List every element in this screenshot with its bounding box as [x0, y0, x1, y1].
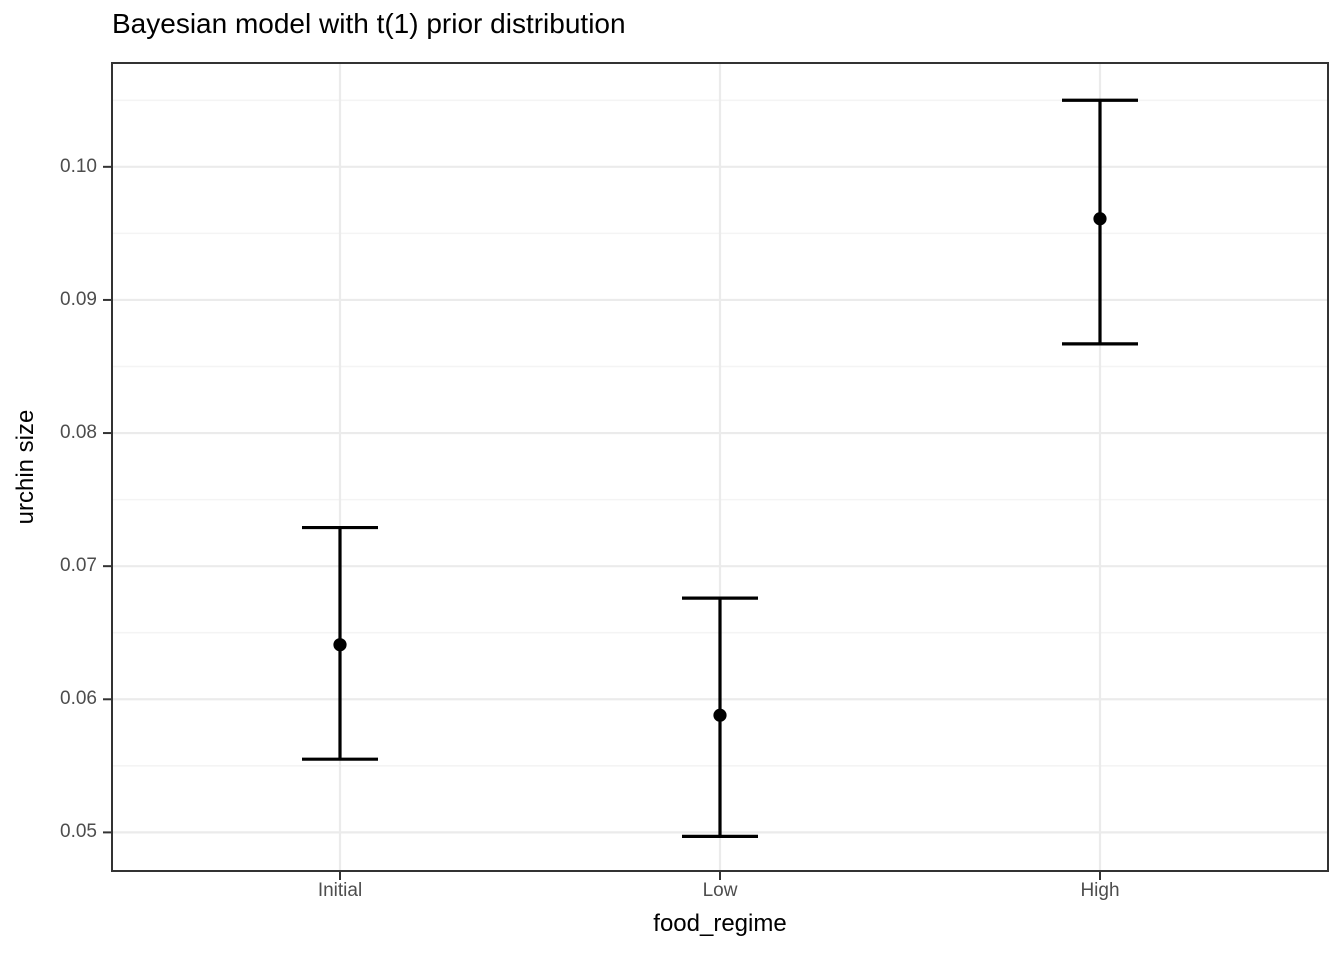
point-low	[713, 708, 727, 722]
x-tick-label: High	[1080, 880, 1120, 901]
plot-title: Bayesian model with t(1) prior distribut…	[112, 8, 626, 39]
y-tick-label: 0.06	[60, 688, 97, 710]
y-axis-title: urchin size	[12, 409, 39, 525]
y-tick-label: 0.10	[60, 155, 97, 177]
x-axis-title: food_regime	[653, 910, 787, 937]
y-tick-label: 0.08	[60, 422, 97, 444]
y-tick-label: 0.05	[60, 821, 97, 843]
point-high	[1093, 212, 1107, 226]
y-tick-label: 0.07	[60, 555, 97, 577]
y-tick-label: 0.09	[60, 288, 97, 310]
point-initial	[333, 638, 347, 652]
x-tick-label: Initial	[317, 880, 363, 901]
x-tick-label: Low	[702, 880, 738, 901]
